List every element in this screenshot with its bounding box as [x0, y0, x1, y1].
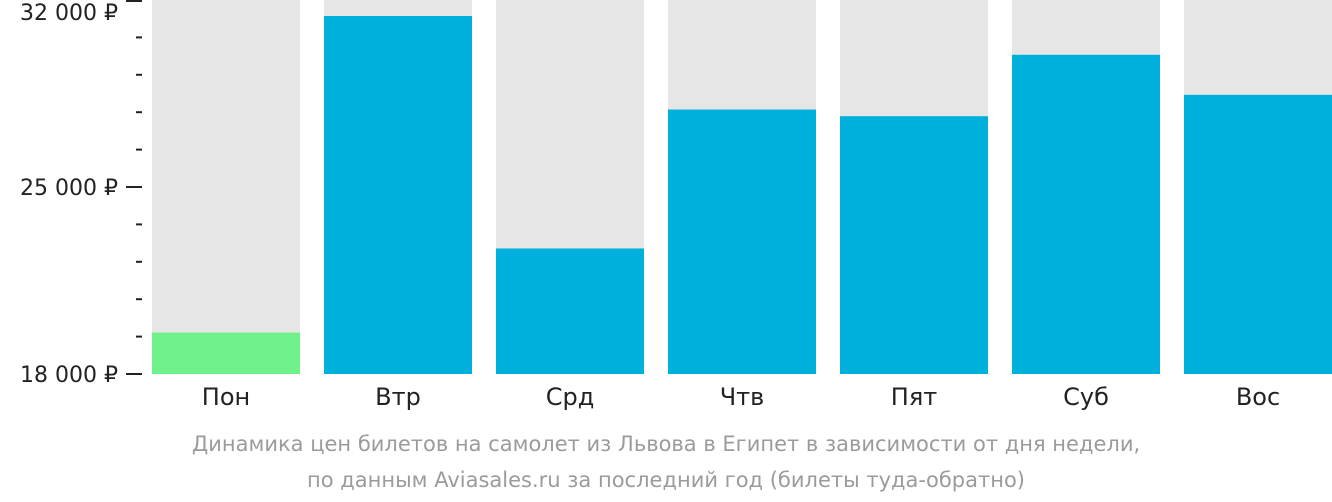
x-tick-label: Чтв — [720, 383, 765, 411]
y-axis: 32 000 ₽ 25 000 ₽ 18 000 ₽ — [20, 0, 142, 388]
chart-caption-line-1: Динамика цен билетов на самолет из Львов… — [191, 432, 1141, 456]
bar — [840, 116, 988, 374]
x-tick-label: Втр — [375, 383, 421, 411]
bar — [496, 248, 644, 374]
bars — [152, 16, 1332, 375]
x-tick-label: Пят — [891, 383, 937, 411]
chart-caption-line-2: по данным Aviasales.ru за последний год … — [307, 468, 1025, 492]
x-axis-labels: Пон Втр Срд Чтв Пят Суб Вос — [202, 383, 1280, 411]
y-tick-label: 32 000 ₽ — [20, 1, 118, 26]
y-tick-label: 25 000 ₽ — [20, 176, 118, 201]
y-tick-label: 18 000 ₽ — [20, 363, 118, 388]
bar — [1012, 54, 1160, 375]
bar — [152, 332, 300, 374]
x-tick-label: Срд — [546, 383, 595, 411]
background-column — [152, 0, 300, 374]
bar — [1184, 94, 1332, 374]
x-tick-label: Суб — [1063, 383, 1109, 411]
x-tick-label: Пон — [202, 383, 250, 411]
bar — [324, 16, 472, 375]
x-tick-label: Вос — [1236, 383, 1280, 411]
bar — [668, 109, 816, 375]
